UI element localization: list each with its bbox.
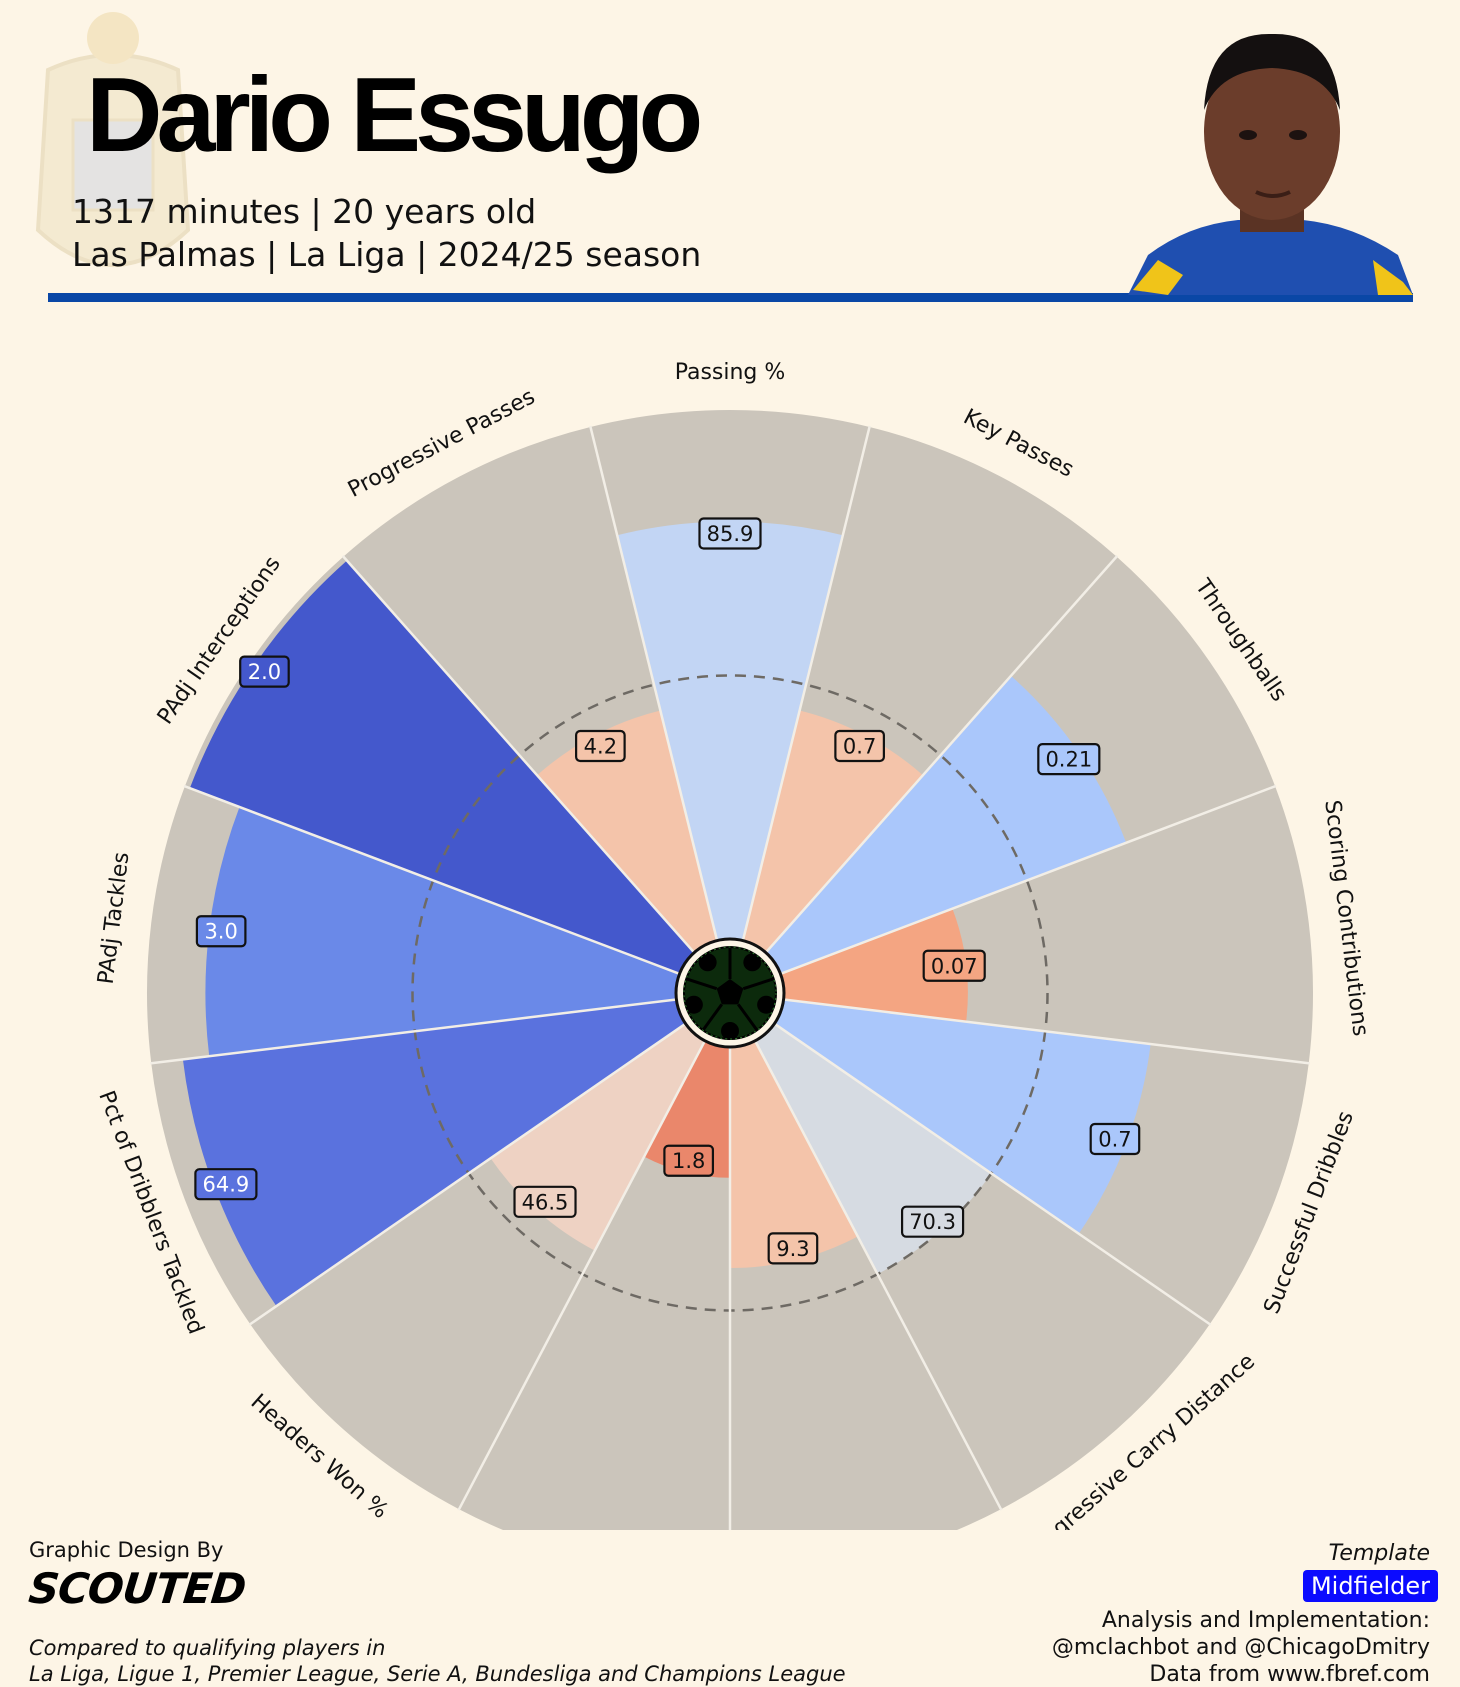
player-team-league-season: Las Palmas | La Liga | 2024/25 season — [72, 235, 702, 274]
value-box-padj-tackles — [195, 915, 247, 948]
value-box-headers-won — [513, 1185, 577, 1218]
slice-value-turnovers — [730, 1039, 858, 1269]
slice-divider — [457, 1038, 707, 1511]
player-photo — [1128, 33, 1413, 295]
slice-divider — [248, 1021, 688, 1326]
slice-value-successful-dribbles — [772, 999, 1151, 1234]
soccer-ball-patch — [716, 979, 744, 1005]
value-box-passing — [698, 517, 762, 550]
soccer-ball-patch — [757, 995, 776, 1014]
slice-divider — [781, 998, 1310, 1065]
comparison-note-line1: Compared to qualifying players in — [29, 1636, 386, 1660]
slice-divider — [772, 1021, 1212, 1326]
player-minutes-age: 1317 minutes | 20 years old — [72, 192, 537, 231]
slice-value-passing — [617, 521, 843, 943]
value-box-scoring-contributions — [922, 949, 986, 982]
soccer-ball-patch — [743, 953, 762, 972]
value-box-progressive-carry-distance — [900, 1205, 965, 1238]
pizza-chart: 85.9 0.7 0.21 0.07 0.7 70.3 9.3 1.8 46.5 64.9 3.0 2… — [93, 360, 1373, 1530]
template-badge: Midfielder — [1302, 1570, 1438, 1602]
value-label-padj-interceptions: 2.0 — [248, 660, 281, 684]
slice-value-padj-interceptions — [189, 560, 696, 975]
slice-divider — [778, 784, 1277, 976]
category-label-padj-tackles: PAdj Tackles — [94, 851, 135, 986]
soccer-ball-seam — [737, 1003, 759, 1032]
slice-divider — [341, 555, 697, 955]
soccer-ball-patch — [684, 995, 703, 1014]
credit-line2: @mclachbot and @ChicagoDmitry — [1051, 1635, 1430, 1660]
value-box-padj-interceptions — [239, 655, 290, 688]
player-name: Dario Essugo — [86, 56, 703, 174]
template-label: Template — [1328, 1541, 1430, 1566]
slice-divider — [741, 425, 871, 943]
scouted-logo: SCOUTED — [26, 1564, 248, 1613]
soccer-ball-patch — [721, 1022, 739, 1040]
slice-value-progressive-passes — [537, 710, 718, 955]
value-box-fouls — [663, 1144, 715, 1177]
slice-divider — [763, 555, 1119, 955]
slice-divider — [183, 784, 682, 976]
slice-divider — [589, 425, 719, 943]
slice-value-pct-of-dribblers-tackled — [182, 999, 688, 1307]
club-crest — [35, 12, 191, 267]
slice-value-scoring-contributions — [778, 908, 968, 1022]
value-box-pct-of-dribblers-tackled — [194, 1168, 258, 1201]
slice-value-fouls — [644, 1039, 730, 1178]
value-label-successful-dribbles: 0.7 — [1098, 1127, 1131, 1151]
value-label-throughballs: 0.21 — [1045, 748, 1092, 772]
slice-value-throughballs — [764, 675, 1127, 975]
slice-divider — [150, 998, 679, 1065]
slice-divider — [753, 1038, 1003, 1511]
soccer-ball-texture — [683, 946, 777, 1040]
value-box-key-passes — [834, 729, 885, 763]
category-label-scoring-contributions: Scoring Contributions — [1319, 799, 1372, 1038]
credit-line3: Data from www.fbref.com — [1149, 1662, 1430, 1687]
header-rule — [48, 293, 1413, 302]
value-label-turnovers: 9.3 — [776, 1237, 809, 1261]
soccer-ball-seam — [742, 977, 775, 991]
value-label-progressive-carry-distance: 70.3 — [909, 1210, 956, 1234]
value-label-fouls: 1.8 — [672, 1149, 705, 1173]
value-box-progressive-passes — [575, 729, 626, 763]
value-label-scoring-contributions: 0.07 — [931, 954, 978, 978]
value-label-passing: 85.9 — [707, 522, 754, 546]
comparison-note-line2: La Liga, Ligue 1, Premier League, Serie … — [29, 1662, 846, 1686]
value-label-key-passes: 0.7 — [843, 735, 876, 759]
value-box-successful-dribbles — [1089, 1122, 1141, 1156]
slice-value-key-passes — [742, 710, 923, 955]
slice-value-padj-tackles — [205, 806, 682, 1057]
credit-line1: Analysis and Implementation: — [1101, 1608, 1430, 1633]
category-label-passing: Passing % — [675, 360, 786, 385]
value-label-padj-tackles: 3.0 — [204, 920, 237, 944]
value-label-headers-won: 46.5 — [522, 1190, 569, 1214]
value-box-turnovers — [767, 1232, 819, 1265]
soccer-ball-seam — [701, 1003, 723, 1032]
value-label-progressive-passes: 4.2 — [584, 735, 617, 759]
value-label-pct-of-dribblers-tackled: 64.9 — [203, 1173, 250, 1197]
graphic-design-label: Graphic Design By — [29, 1538, 224, 1562]
soccer-ball-seam — [685, 977, 718, 991]
soccer-ball-patch — [698, 953, 717, 972]
value-box-throughballs — [1037, 743, 1101, 776]
